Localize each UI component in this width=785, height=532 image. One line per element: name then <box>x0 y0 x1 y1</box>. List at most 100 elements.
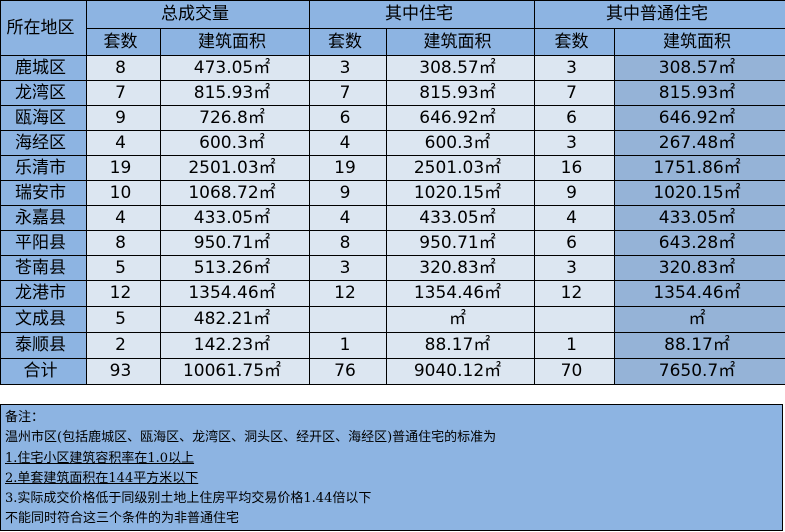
header-total: 总成交量 <box>86 0 310 29</box>
ordinary-area-cell: 320.83㎡ <box>614 255 785 281</box>
ordinary-area-cell: 815.93㎡ <box>614 80 785 106</box>
header-ordinary: 其中普通住宅 <box>534 0 785 29</box>
count-cell: 93 <box>86 358 161 385</box>
count-cell: 4 <box>534 205 615 231</box>
header-sub-count: 套数 <box>309 28 387 56</box>
district-cell: 永嘉县 <box>0 205 87 231</box>
ordinary-area-cell: 643.28㎡ <box>614 230 785 256</box>
area-cell: 513.26㎡ <box>160 255 310 281</box>
district-cell: 文成县 <box>0 306 87 333</box>
area-cell: 433.05㎡ <box>160 205 310 231</box>
district-cell: 瓯海区 <box>0 105 87 131</box>
count-cell: 12 <box>86 280 161 307</box>
district-cell: 苍南县 <box>0 255 87 281</box>
count-cell: 70 <box>534 358 615 385</box>
table-row: 文成县 5 482.21㎡ ㎡ ㎡ <box>0 306 785 333</box>
area-cell: 1354.46㎡ <box>160 280 310 307</box>
area-cell: 433.05㎡ <box>386 205 535 231</box>
area-cell: 9040.12㎡ <box>386 358 535 385</box>
count-cell: 8 <box>309 230 387 256</box>
area-cell: 600.3㎡ <box>160 130 310 156</box>
count-cell: 8 <box>86 55 161 81</box>
table-row: 泰顺县 2 142.23㎡ 1 88.17㎡ 1 88.17㎡ <box>0 332 785 359</box>
area-cell: ㎡ <box>386 306 535 333</box>
header-sub-area: 建筑面积 <box>160 28 310 56</box>
header-row-groups: 所在地区 总成交量 其中住宅 其中普通住宅 <box>0 0 785 56</box>
header-row-sub: 套数 建筑面积 套数 建筑面积 套数 建筑面积 <box>1 28 785 56</box>
district-cell: 海经区 <box>0 130 87 156</box>
table-row: 乐清市 19 2501.03㎡ 19 2501.03㎡ 16 1751.86㎡ <box>0 155 785 181</box>
header-district: 所在地区 <box>0 0 87 56</box>
area-cell: 1020.15㎡ <box>386 180 535 206</box>
count-cell: 6 <box>309 105 387 131</box>
ordinary-area-cell: 88.17㎡ <box>614 332 785 359</box>
count-cell: 3 <box>534 255 615 281</box>
district-cell: 龙湾区 <box>0 80 87 106</box>
count-cell: 5 <box>86 306 161 333</box>
area-cell: 1354.46㎡ <box>386 280 535 307</box>
count-cell: 9 <box>534 180 615 206</box>
area-cell: 815.93㎡ <box>160 80 310 106</box>
count-cell <box>534 306 615 333</box>
ordinary-area-cell: 433.05㎡ <box>614 205 785 231</box>
count-cell: 76 <box>309 358 387 385</box>
area-cell: 473.05㎡ <box>160 55 310 81</box>
notes-intro: 温州市区(包括鹿城区、瓯海区、龙湾区、洞头区、经开区、海经区)普通住宅的标准为 <box>5 430 497 446</box>
area-cell: 142.23㎡ <box>160 332 310 359</box>
area-cell: 600.3㎡ <box>386 130 535 156</box>
district-cell: 龙港市 <box>0 280 87 307</box>
table-row: 瑞安市 10 1068.72㎡ 9 1020.15㎡ 9 1020.15㎡ <box>0 180 785 206</box>
count-cell: 5 <box>86 255 161 281</box>
notes-box: 备注： 温州市区(包括鹿城区、瓯海区、龙湾区、洞头区、经开区、海经区)普通住宅的… <box>0 404 783 531</box>
table-row: 海经区 4 600.3㎡ 4 600.3㎡ 3 267.48㎡ <box>0 130 785 156</box>
table-row: 鹿城区 8 473.05㎡ 3 308.57㎡ 3 308.57㎡ <box>0 55 785 81</box>
area-cell: 950.71㎡ <box>386 230 535 256</box>
table-body: 所在地区 总成交量 其中住宅 其中普通住宅 套数 建筑面积 套数 建筑面积 套数… <box>0 0 785 385</box>
ordinary-area-cell: 1354.46㎡ <box>614 280 785 307</box>
count-cell: 6 <box>534 105 615 131</box>
count-cell: 2 <box>86 332 161 359</box>
district-cell: 瑞安市 <box>0 180 87 206</box>
area-cell: 308.57㎡ <box>386 55 535 81</box>
count-cell <box>309 306 387 333</box>
area-cell: 1068.72㎡ <box>160 180 310 206</box>
ordinary-area-cell: 646.92㎡ <box>614 105 785 131</box>
area-cell: 320.83㎡ <box>386 255 535 281</box>
ordinary-area-cell: 308.57㎡ <box>614 55 785 81</box>
table-row: 瓯海区 9 726.8㎡ 6 646.92㎡ 6 646.92㎡ <box>0 105 785 131</box>
header-sub-area: 建筑面积 <box>386 28 535 56</box>
count-cell: 12 <box>309 280 387 307</box>
table-row: 龙湾区 7 815.93㎡ 7 815.93㎡ 7 815.93㎡ <box>0 80 785 106</box>
ordinary-area-cell: 7650.7㎡ <box>614 358 785 385</box>
transaction-table: 所在地区 总成交量 其中住宅 其中普通住宅 套数 建筑面积 套数 建筑面积 套数… <box>0 0 785 385</box>
count-cell: 16 <box>534 155 615 181</box>
ordinary-area-cell: 1020.15㎡ <box>614 180 785 206</box>
district-cell: 乐清市 <box>0 155 87 181</box>
header-sub-area: 建筑面积 <box>614 28 785 56</box>
notes-title: 备注： <box>5 410 45 425</box>
table-row: 平阳县 8 950.71㎡ 8 950.71㎡ 6 643.28㎡ <box>0 230 785 256</box>
notes-item: 2.单套建筑面积在144平方米以下 <box>5 470 199 486</box>
table-row: 苍南县 5 513.26㎡ 3 320.83㎡ 3 320.83㎡ <box>0 255 785 281</box>
count-cell: 3 <box>309 55 387 81</box>
count-cell: 9 <box>309 180 387 206</box>
ordinary-area-cell: 1751.86㎡ <box>614 155 785 181</box>
area-cell: 950.71㎡ <box>160 230 310 256</box>
count-cell: 4 <box>86 130 161 156</box>
notes-item: 3.实际成交价格低于同级别土地上住房平均交易价格1.44倍以下 <box>5 491 372 507</box>
ordinary-area-cell: ㎡ <box>614 306 785 333</box>
count-cell: 19 <box>309 155 387 181</box>
area-cell: 815.93㎡ <box>386 80 535 106</box>
ordinary-area-cell: 267.48㎡ <box>614 130 785 156</box>
count-cell: 7 <box>86 80 161 106</box>
count-cell: 10 <box>86 180 161 206</box>
notes-footer: 不能同时符合这三个条件的为非普通住宅 <box>5 511 240 527</box>
notes-item: 1.住宅小区建筑容积率在1.0以上 <box>5 450 195 466</box>
table-row: 龙港市 12 1354.46㎡ 12 1354.46㎡ 12 1354.46㎡ <box>0 280 785 307</box>
count-cell: 3 <box>309 255 387 281</box>
count-cell: 7 <box>309 80 387 106</box>
area-cell: 2501.03㎡ <box>386 155 535 181</box>
total-row: 合计 93 10061.75㎡ 76 9040.12㎡ 70 7650.7㎡ <box>0 358 785 385</box>
count-cell: 4 <box>309 130 387 156</box>
